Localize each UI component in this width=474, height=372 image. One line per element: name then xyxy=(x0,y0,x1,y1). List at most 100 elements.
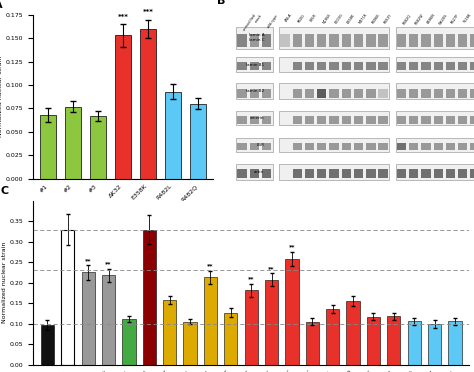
Bar xyxy=(446,143,455,150)
Bar xyxy=(329,143,339,150)
Bar xyxy=(236,57,273,72)
Bar xyxy=(342,34,351,47)
Bar xyxy=(378,34,388,47)
Bar xyxy=(250,62,259,70)
Text: Muscular
dystrophy: Muscular dystrophy xyxy=(122,224,149,235)
Bar xyxy=(434,89,443,97)
Bar xyxy=(366,143,375,150)
Bar xyxy=(65,106,82,179)
Bar xyxy=(82,272,95,365)
Text: T528K: T528K xyxy=(463,13,473,24)
Bar xyxy=(395,57,474,72)
Bar xyxy=(224,312,237,365)
Y-axis label: Normalized nuclear strain: Normalized nuclear strain xyxy=(0,56,3,137)
Bar xyxy=(115,35,131,179)
Bar xyxy=(397,34,406,47)
Text: B: B xyxy=(218,0,226,6)
Bar xyxy=(317,34,327,47)
Bar xyxy=(329,62,339,70)
Text: **: ** xyxy=(248,276,255,281)
Text: emerin: emerin xyxy=(250,116,264,120)
Text: R453Y: R453Y xyxy=(383,13,393,25)
Bar xyxy=(342,169,351,178)
Bar xyxy=(395,164,474,180)
Text: actin: actin xyxy=(254,170,264,174)
Bar xyxy=(446,34,455,47)
Bar xyxy=(250,169,259,178)
Bar xyxy=(204,278,217,365)
Bar xyxy=(122,319,136,365)
Text: lamin B2: lamin B2 xyxy=(246,89,264,93)
Bar xyxy=(250,89,259,97)
Bar xyxy=(354,62,363,70)
Text: **: ** xyxy=(105,262,112,266)
Bar xyxy=(317,62,327,70)
Bar xyxy=(395,83,474,99)
Bar xyxy=(395,138,474,152)
Y-axis label: Normalized nuclear strain: Normalized nuclear strain xyxy=(2,242,7,323)
Bar xyxy=(354,34,363,47)
Bar xyxy=(367,317,380,365)
Text: ***: *** xyxy=(118,13,128,20)
Bar xyxy=(458,143,467,150)
Bar xyxy=(366,89,375,97)
Bar xyxy=(387,316,401,365)
Bar xyxy=(366,34,375,47)
Bar xyxy=(306,321,319,365)
Bar xyxy=(250,34,259,47)
Bar xyxy=(458,89,467,97)
Bar xyxy=(409,89,419,97)
Text: R482W: R482W xyxy=(414,13,424,26)
Bar xyxy=(458,116,467,124)
Bar xyxy=(428,324,441,365)
Bar xyxy=(262,34,271,47)
Bar xyxy=(61,230,74,365)
Bar xyxy=(262,116,271,124)
Bar xyxy=(421,143,431,150)
Bar xyxy=(342,143,351,150)
Bar xyxy=(262,143,271,150)
Bar xyxy=(262,62,271,70)
Bar xyxy=(421,89,431,97)
Bar xyxy=(285,259,299,365)
Bar xyxy=(143,230,156,365)
Text: LBR: LBR xyxy=(256,143,264,147)
Bar xyxy=(354,169,363,178)
Bar xyxy=(397,169,406,178)
Text: ΔNLA: ΔNLA xyxy=(285,13,294,23)
Bar xyxy=(354,116,363,124)
Bar xyxy=(262,169,271,178)
Text: C: C xyxy=(0,186,9,196)
Bar xyxy=(102,275,115,365)
Bar xyxy=(236,83,273,99)
Bar xyxy=(395,27,474,48)
Text: M371K: M371K xyxy=(358,13,369,25)
Bar xyxy=(292,89,302,97)
Bar xyxy=(317,143,327,150)
Bar xyxy=(366,169,375,178)
Bar xyxy=(305,143,314,150)
Bar xyxy=(237,169,247,178)
Bar xyxy=(421,116,431,124)
Bar xyxy=(470,116,474,124)
Bar xyxy=(434,34,443,47)
Bar xyxy=(329,89,339,97)
Bar xyxy=(446,62,455,70)
Text: Partial
lipodystrophy: Partial lipodystrophy xyxy=(167,224,204,235)
Bar xyxy=(470,143,474,150)
Text: lamin A
lamin C: lamin A lamin C xyxy=(249,33,264,42)
Bar xyxy=(163,300,176,365)
Bar xyxy=(329,116,339,124)
Bar xyxy=(342,89,351,97)
Text: ***: *** xyxy=(143,9,154,15)
Bar xyxy=(236,111,273,125)
Text: E358K: E358K xyxy=(346,13,356,25)
Bar xyxy=(279,27,389,48)
Bar xyxy=(470,89,474,97)
Bar xyxy=(421,169,431,178)
Text: lamin B1: lamin B1 xyxy=(246,62,264,67)
Bar xyxy=(446,116,455,124)
Text: Healthy controls: Healthy controls xyxy=(51,224,96,230)
Bar xyxy=(40,115,56,179)
Bar xyxy=(237,143,247,150)
